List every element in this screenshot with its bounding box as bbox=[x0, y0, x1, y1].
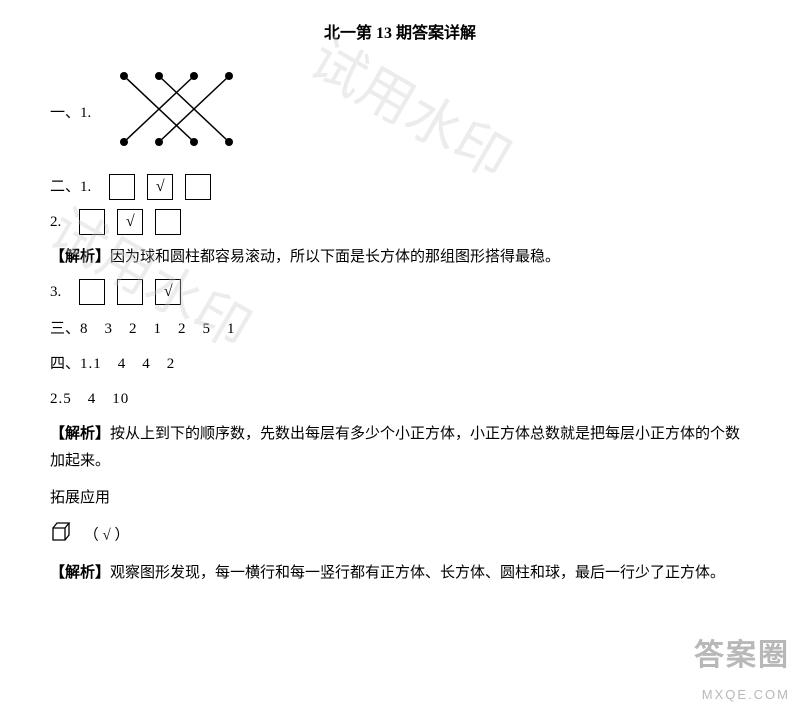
cross-connection-diagram bbox=[109, 64, 244, 164]
corner-logo: 答案圈 MXQE.COM bbox=[694, 629, 790, 706]
section-2-item2-label: 2. bbox=[50, 209, 61, 236]
extension-answer: （ √ ） bbox=[84, 527, 130, 543]
checkbox bbox=[155, 209, 181, 235]
checkbox: √ bbox=[147, 174, 173, 200]
analysis-label: 【解析】 bbox=[50, 426, 110, 442]
checkbox bbox=[79, 209, 105, 235]
analysis-label: 【解析】 bbox=[50, 249, 110, 265]
cube-icon bbox=[50, 520, 72, 552]
section-4-line2: 2.5 4 10 bbox=[50, 386, 750, 413]
logo-sub-text: MXQE.COM bbox=[694, 683, 790, 706]
checkbox bbox=[79, 279, 105, 305]
section-2: 二、1. √ 2. √ 【解析】因为球和圆柱都容易滚动，所以下面是长方体的那组图… bbox=[50, 174, 750, 306]
analysis-text: 按从上到下的顺序数，先数出每层有多少个小正方体，小正方体总数就是把每层小正方体的… bbox=[50, 426, 740, 469]
section-4-label: 四、 bbox=[50, 356, 80, 372]
checkbox bbox=[185, 174, 211, 200]
section-1-label: 一、1. bbox=[50, 100, 91, 127]
extension-label: 拓展应用 bbox=[50, 485, 750, 512]
checkbox bbox=[109, 174, 135, 200]
analysis-text: 观察图形发现，每一横行和每一竖行都有正方体、长方体、圆柱和球，最后一行少了正方体… bbox=[110, 565, 725, 581]
section-4: 四、1.1 4 4 2 2.5 4 10 【解析】按从上到下的顺序数，先数出每层… bbox=[50, 351, 750, 475]
analysis-label: 【解析】 bbox=[50, 565, 110, 581]
page-title: 北一第 13 期答案详解 bbox=[50, 20, 750, 49]
extension-section: 拓展应用 （ √ ） 【解析】观察图形发现，每一横行和每一竖行都有正方体、长方体… bbox=[50, 485, 750, 587]
checkbox-group-3: √ bbox=[79, 279, 181, 305]
section-2-item1-label: 二、1. bbox=[50, 174, 91, 201]
section-4-line1: 1.1 4 4 2 bbox=[80, 356, 175, 372]
checkbox-group-1: √ bbox=[109, 174, 211, 200]
checkbox bbox=[117, 279, 143, 305]
checkbox: √ bbox=[155, 279, 181, 305]
section-3-label: 三、 bbox=[50, 321, 80, 337]
logo-main-text: 答案圈 bbox=[694, 629, 790, 683]
analysis-text: 因为球和圆柱都容易滚动，所以下面是长方体的那组图形搭得最稳。 bbox=[110, 249, 560, 265]
section-3-numbers: 8 3 2 1 2 5 1 bbox=[80, 321, 236, 337]
checkbox: √ bbox=[117, 209, 143, 235]
checkbox-group-2: √ bbox=[79, 209, 181, 235]
section-1: 一、1. bbox=[50, 64, 750, 164]
section-3: 三、8 3 2 1 2 5 1 bbox=[50, 316, 750, 343]
section-2-item3-label: 3. bbox=[50, 279, 61, 306]
